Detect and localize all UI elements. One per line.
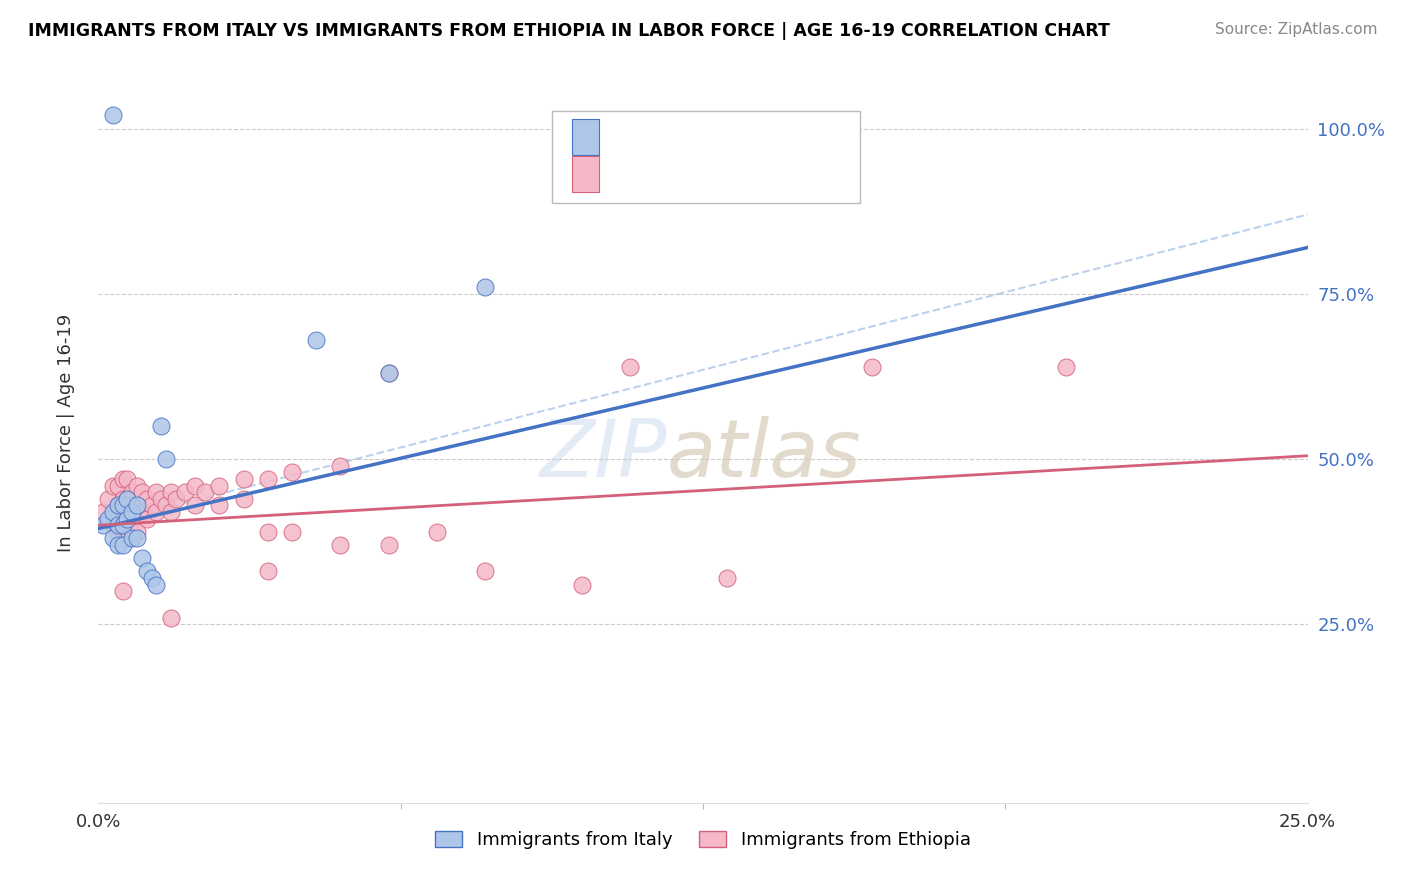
Point: [135, 511, 157, 525]
Point: [121, 524, 143, 539]
Point: [165, 491, 187, 506]
Point: [127, 524, 149, 539]
Point: [111, 511, 134, 525]
Point: [329, 458, 352, 473]
Y-axis label: In Labor Force | Age 16-19: In Labor Force | Age 16-19: [56, 313, 75, 552]
Point: [474, 565, 496, 579]
Point: [716, 571, 738, 585]
Point: [107, 499, 129, 513]
Point: [160, 611, 183, 625]
Point: [184, 478, 207, 492]
Point: [111, 538, 134, 552]
Point: [135, 565, 157, 579]
Point: [91, 518, 114, 533]
Point: [117, 511, 139, 525]
Point: [131, 551, 153, 566]
Point: [1054, 359, 1077, 374]
Point: [107, 518, 129, 533]
Point: [208, 499, 231, 513]
Point: [101, 518, 124, 533]
Point: [121, 505, 143, 519]
Point: [619, 359, 641, 374]
Point: [474, 280, 496, 294]
Legend: Immigrants from Italy, Immigrants from Ethiopia: Immigrants from Italy, Immigrants from E…: [427, 824, 979, 856]
Point: [141, 571, 163, 585]
Point: [111, 532, 134, 546]
Point: [208, 478, 231, 492]
Point: [232, 491, 254, 506]
Point: [377, 366, 399, 380]
FancyBboxPatch shape: [572, 120, 599, 155]
Point: [117, 511, 139, 525]
Point: [145, 505, 167, 519]
Point: [281, 465, 304, 479]
Text: IMMIGRANTS FROM ITALY VS IMMIGRANTS FROM ETHIOPIA IN LABOR FORCE | AGE 16-19 COR: IMMIGRANTS FROM ITALY VS IMMIGRANTS FROM…: [28, 22, 1109, 40]
Text: R = 0.266   N = 49: R = 0.266 N = 49: [609, 167, 779, 185]
Point: [860, 359, 883, 374]
Point: [305, 333, 328, 347]
FancyBboxPatch shape: [551, 111, 860, 203]
Text: Source: ZipAtlas.com: Source: ZipAtlas.com: [1215, 22, 1378, 37]
Point: [107, 478, 129, 492]
Text: ZIP: ZIP: [540, 416, 666, 494]
Point: [117, 491, 139, 506]
Point: [117, 532, 139, 546]
Point: [160, 505, 183, 519]
Point: [194, 485, 217, 500]
Point: [107, 499, 129, 513]
Point: [91, 505, 114, 519]
Point: [127, 499, 149, 513]
Point: [111, 472, 134, 486]
Point: [117, 491, 139, 506]
Point: [127, 499, 149, 513]
Text: R = 0.460   N = 22: R = 0.460 N = 22: [609, 129, 779, 148]
Point: [107, 524, 129, 539]
Point: [426, 524, 449, 539]
Point: [174, 485, 197, 500]
Point: [377, 538, 399, 552]
Point: [256, 524, 278, 539]
Point: [111, 584, 134, 599]
Point: [101, 108, 124, 122]
Point: [150, 419, 173, 434]
Point: [155, 452, 177, 467]
Text: atlas: atlas: [666, 416, 862, 494]
Point: [155, 499, 177, 513]
Point: [160, 485, 183, 500]
Point: [377, 366, 399, 380]
FancyBboxPatch shape: [572, 156, 599, 192]
Point: [101, 532, 124, 546]
Point: [329, 538, 352, 552]
Point: [97, 491, 120, 506]
Point: [111, 518, 134, 533]
Point: [127, 532, 149, 546]
Point: [281, 524, 304, 539]
Point: [184, 499, 207, 513]
Point: [121, 532, 143, 546]
Point: [101, 478, 124, 492]
Point: [145, 485, 167, 500]
Point: [127, 478, 149, 492]
Point: [121, 499, 143, 513]
Point: [571, 577, 593, 591]
Point: [107, 538, 129, 552]
Point: [131, 485, 153, 500]
Point: [121, 485, 143, 500]
Point: [141, 499, 163, 513]
Point: [111, 491, 134, 506]
Point: [97, 511, 120, 525]
Point: [145, 577, 167, 591]
Point: [256, 565, 278, 579]
Point: [117, 472, 139, 486]
Point: [232, 472, 254, 486]
Point: [111, 499, 134, 513]
Point: [101, 505, 124, 519]
Point: [135, 491, 157, 506]
Point: [131, 505, 153, 519]
Point: [150, 491, 173, 506]
Point: [256, 472, 278, 486]
